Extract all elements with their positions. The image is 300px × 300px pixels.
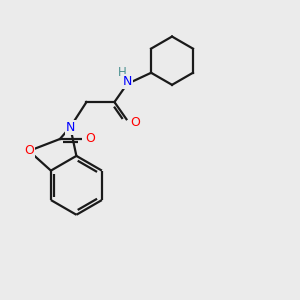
Text: O: O — [130, 116, 140, 129]
Text: N: N — [122, 74, 132, 88]
Text: O: O — [24, 144, 34, 158]
Text: N: N — [66, 121, 75, 134]
Text: O: O — [85, 133, 95, 146]
Text: H: H — [117, 66, 126, 79]
